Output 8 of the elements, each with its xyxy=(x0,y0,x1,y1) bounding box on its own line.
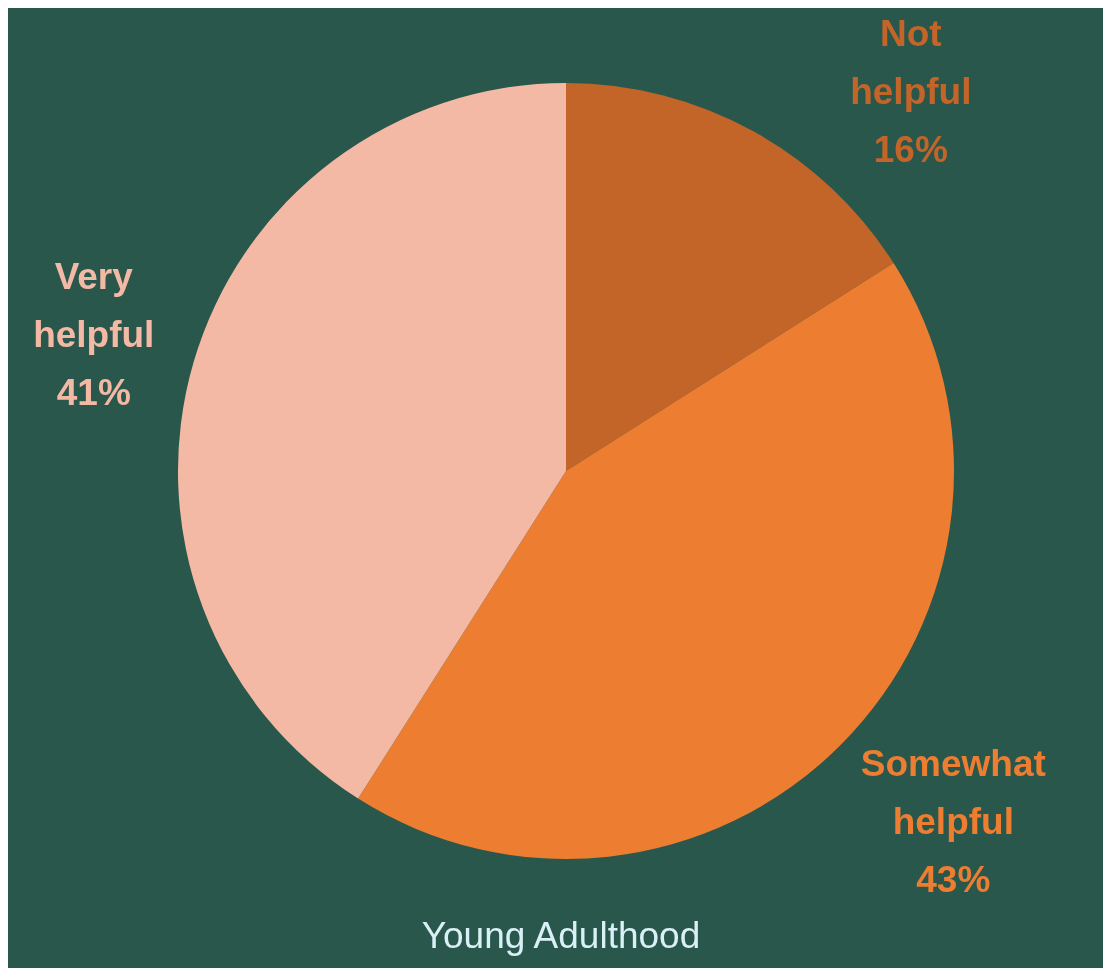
slice-label: Not helpful xyxy=(850,12,972,112)
data-label: 43% xyxy=(916,858,991,900)
slice-label: Very helpful xyxy=(33,255,155,355)
data-label: 16% xyxy=(873,128,948,170)
text: Young Adulthood xyxy=(421,915,701,956)
pie-slice xyxy=(178,83,566,799)
slice-label: Somewhat helpful xyxy=(860,742,1046,842)
data-label: 41% xyxy=(56,371,131,413)
